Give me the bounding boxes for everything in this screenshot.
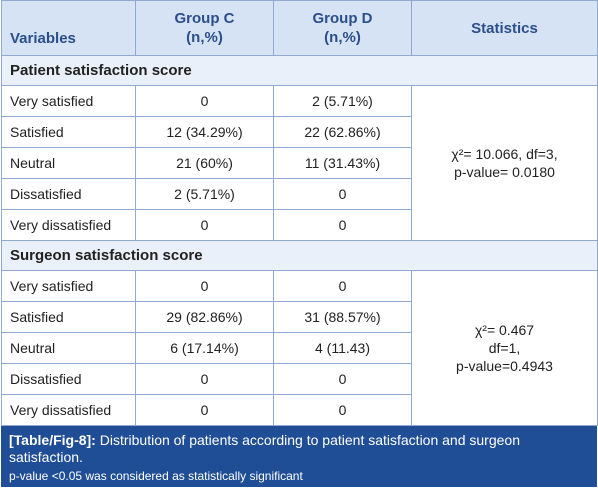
- group-c-value: 29 (82.86%): [135, 301, 274, 333]
- stat-line: p-value=0.4943: [456, 358, 553, 374]
- stat-line: df=1,: [488, 340, 521, 356]
- table-row: Satisfied 12 (34.29%) 22 (62.86%): [1, 116, 598, 148]
- stat-line: χ²= 10.066, df=3,: [451, 146, 558, 162]
- header-group-c-line1: Group C: [174, 10, 235, 27]
- table-row: Dissatisfied 2 (5.71%) 0: [1, 178, 598, 210]
- header-group-d-line2: (n,%): [324, 29, 361, 46]
- group-c-value: 0: [135, 85, 274, 117]
- table-figure: Variables Group C (n,%) Group D (n,%) St…: [1, 0, 598, 487]
- stat-line: p-value= 0.0180: [454, 164, 555, 180]
- group-d-value: 4 (11.43): [273, 332, 412, 364]
- table-row: Neutral 21 (60%) 11 (31.43%): [1, 147, 598, 179]
- group-d-value: 0: [273, 394, 412, 426]
- row-label: Very dissatisfied: [1, 394, 136, 426]
- statistics-cell: χ²= 0.467 df=1, p-value=0.4943: [411, 270, 598, 426]
- group-d-value: 11 (31.43%): [273, 147, 412, 179]
- caption-main: [Table/Fig-8]: Distribution of patients …: [9, 432, 589, 466]
- group-d-value: 0: [273, 209, 412, 241]
- header-group-d: Group D (n,%): [273, 0, 412, 56]
- header-group-c-line2: (n,%): [186, 29, 223, 46]
- row-label: Satisfied: [1, 116, 136, 148]
- group-c-value: 2 (5.71%): [135, 178, 274, 210]
- group-c-value: 6 (17.14%): [135, 332, 274, 364]
- header-row: Variables Group C (n,%) Group D (n,%) St…: [1, 0, 598, 56]
- row-label: Neutral: [1, 147, 136, 179]
- caption-note: p-value <0.05 was considered as statisti…: [9, 469, 303, 483]
- group-c-value: 0: [135, 209, 274, 241]
- group-d-value: 0: [273, 178, 412, 210]
- header-group-c: Group C (n,%): [135, 0, 274, 56]
- table-caption: [Table/Fig-8]: Distribution of patients …: [1, 426, 597, 487]
- table-row: Dissatisfied 0 0: [1, 363, 598, 395]
- satisfaction-table: Variables Group C (n,%) Group D (n,%) St…: [1, 0, 598, 426]
- row-label: Dissatisfied: [1, 363, 136, 395]
- section-row: Surgeon satisfaction score: [1, 240, 598, 271]
- table-row: Very dissatisfied 0 0: [1, 209, 598, 241]
- row-label: Dissatisfied: [1, 178, 136, 210]
- table-row: Satisfied 29 (82.86%) 31 (88.57%): [1, 301, 598, 333]
- header-group-d-line1: Group D: [312, 10, 373, 27]
- row-label: Satisfied: [1, 301, 136, 333]
- group-c-value: 0: [135, 363, 274, 395]
- table-row: Neutral 6 (17.14%) 4 (11.43): [1, 332, 598, 364]
- group-d-value: 22 (62.86%): [273, 116, 412, 148]
- group-d-value: 2 (5.71%): [273, 85, 412, 117]
- statistics-cell: χ²= 10.066, df=3, p-value= 0.0180: [411, 85, 598, 241]
- section-title: Patient satisfaction score: [1, 55, 598, 86]
- group-c-value: 21 (60%): [135, 147, 274, 179]
- row-label: Neutral: [1, 332, 136, 364]
- header-statistics: Statistics: [411, 0, 598, 56]
- table-row: Very satisfied 0 0 χ²= 0.467 df=1, p-val…: [1, 270, 598, 426]
- group-c-value: 0: [135, 394, 274, 426]
- group-c-value: 12 (34.29%): [135, 116, 274, 148]
- group-c-value: 0: [135, 270, 274, 302]
- row-label: Very satisfied: [1, 85, 136, 117]
- table-row: Very satisfied 0 2 (5.71%) χ²= 10.066, d…: [1, 85, 598, 241]
- group-d-value: 31 (88.57%): [273, 301, 412, 333]
- caption-text: Distribution of patients according to pa…: [9, 432, 520, 465]
- table-row: Very dissatisfied 0 0: [1, 394, 598, 426]
- row-label: Very satisfied: [1, 270, 136, 302]
- row-label: Very dissatisfied: [1, 209, 136, 241]
- section-row: Patient satisfaction score: [1, 55, 598, 86]
- section-title: Surgeon satisfaction score: [1, 240, 598, 271]
- group-d-value: 0: [273, 270, 412, 302]
- group-d-value: 0: [273, 363, 412, 395]
- caption-label: [Table/Fig-8]:: [9, 432, 96, 448]
- stat-line: χ²= 0.467: [474, 322, 535, 338]
- header-variables: Variables: [1, 0, 136, 56]
